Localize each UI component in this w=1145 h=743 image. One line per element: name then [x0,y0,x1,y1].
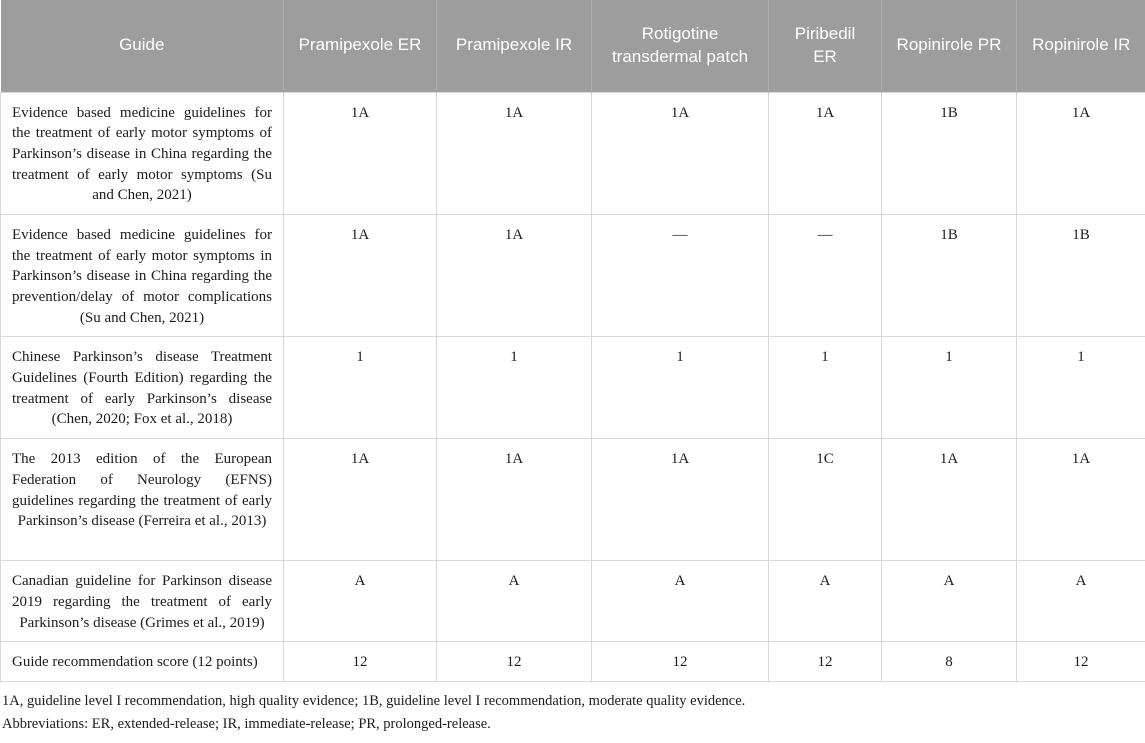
value-cell: 1A [437,92,592,214]
table-row: Guide recommendation score (12 points) 1… [1,642,1145,682]
value-cell: 1A [284,439,437,561]
guide-cell: Chinese Parkinson’s disease Treatment Gu… [1,337,284,439]
value-cell: 1A [1017,439,1145,561]
value-cell: 12 [769,642,882,682]
value-cell: 1B [882,92,1017,214]
guide-cell: Canadian guideline for Parkinson disease… [1,561,284,642]
table-row: Canadian guideline for Parkinson disease… [1,561,1145,642]
value-cell: 1A [592,439,769,561]
table-row: Chinese Parkinson’s disease Treatment Gu… [1,337,1145,439]
value-cell: 1A [769,92,882,214]
guide-cell: Evidence based medicine guidelines for t… [1,92,284,214]
value-cell: 1B [1017,214,1145,336]
value-cell: 1A [882,439,1017,561]
value-cell: — [592,214,769,336]
table-footnotes: 1A, guideline level I recommendation, hi… [0,682,1145,742]
value-cell: 12 [1017,642,1145,682]
value-cell: 1A [437,439,592,561]
value-cell: A [1017,561,1145,642]
table-row: Evidence based medicine guidelines for t… [1,92,1145,214]
footnote-abbreviations: Abbreviations: ER, extended-release; IR,… [2,713,1141,736]
value-cell: 1A [437,214,592,336]
column-header-ropinirole-pr: Ropinirole PR [882,0,1017,92]
value-cell: 1 [284,337,437,439]
guide-cell: Evidence based medicine guidelines for t… [1,214,284,336]
value-cell: 1A [592,92,769,214]
value-cell: 1 [437,337,592,439]
value-cell: A [284,561,437,642]
value-cell: A [592,561,769,642]
value-cell: 1A [1017,92,1145,214]
value-cell: 1 [882,337,1017,439]
value-cell: 1 [769,337,882,439]
value-cell: 1C [769,439,882,561]
column-header-guide: Guide [1,0,284,92]
value-cell: A [769,561,882,642]
value-cell: 1 [592,337,769,439]
guidelines-table: Guide Pramipexole ER Pramipexole IR Roti… [0,0,1145,682]
footnote-evidence-levels: 1A, guideline level I recommendation, hi… [2,690,1141,713]
table-row: The 2013 edition of the European Federat… [1,439,1145,561]
column-header-piribedil-er: Piribedil ER [769,0,882,92]
value-cell: 1 [1017,337,1145,439]
value-cell: 8 [882,642,1017,682]
value-cell: 12 [592,642,769,682]
guide-cell: The 2013 edition of the European Federat… [1,439,284,561]
table-header: Guide Pramipexole ER Pramipexole IR Roti… [1,0,1145,92]
value-cell: 1A [284,214,437,336]
column-header-pramipexole-er: Pramipexole ER [284,0,437,92]
value-cell: 1B [882,214,1017,336]
column-header-rotigotine-patch: Rotigotine transdermal patch [592,0,769,92]
value-cell: A [437,561,592,642]
value-cell: 12 [284,642,437,682]
value-cell: 12 [437,642,592,682]
value-cell: A [882,561,1017,642]
table-row: Evidence based medicine guidelines for t… [1,214,1145,336]
column-header-ropinirole-ir: Ropinirole IR [1017,0,1145,92]
value-cell: — [769,214,882,336]
guide-cell: Guide recommendation score (12 points) [1,642,284,682]
column-header-pramipexole-ir: Pramipexole IR [437,0,592,92]
value-cell: 1A [284,92,437,214]
